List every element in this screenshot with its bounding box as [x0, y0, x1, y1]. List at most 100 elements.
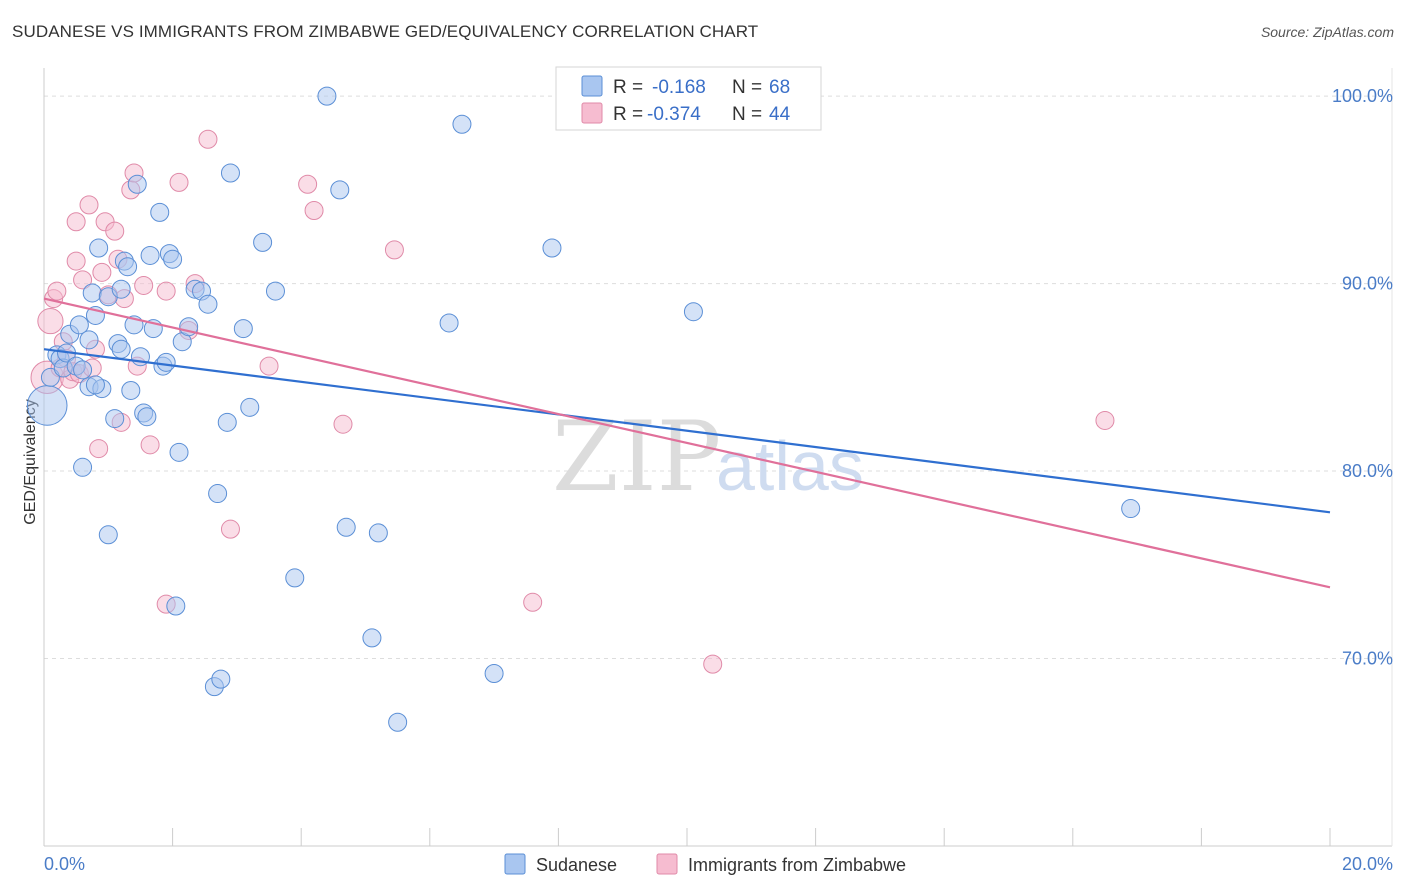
zimbabwe-point	[37, 307, 64, 335]
sudanese-point	[285, 568, 305, 588]
sudanese-point	[166, 596, 186, 616]
zimbabwe-point	[73, 270, 93, 290]
sudanese-point	[69, 315, 89, 335]
zimbabwe-point	[1095, 410, 1115, 430]
sudanese-point	[198, 294, 218, 314]
sudanese-point	[98, 525, 118, 545]
zimbabwe-point	[169, 172, 189, 192]
legend-n-value-1: 68	[769, 77, 790, 98]
legend-n-value-2: 44	[769, 104, 791, 125]
zimbabwe-point	[92, 262, 112, 282]
sudanese-point	[40, 367, 60, 387]
x-tick-label: 20.0%	[1342, 854, 1393, 874]
zimbabwe-point	[156, 281, 176, 301]
sudanese-point	[208, 484, 228, 504]
zimbabwe-point	[134, 275, 154, 295]
sudanese-point	[683, 302, 703, 322]
sudanese-point	[368, 523, 388, 543]
legend-box: R = -0.168 N = 68 R = -0.374 N = 44	[555, 66, 822, 131]
legend-r-label-2: R =	[613, 104, 643, 125]
zimbabwe-point	[89, 439, 109, 459]
legend-r-value-2: -0.374	[647, 104, 701, 125]
legend-n-label-1: N =	[732, 77, 762, 98]
bottom-legend: Sudanese Immigrants from Zimbabwe	[504, 853, 906, 875]
sudanese-point	[111, 279, 131, 299]
zimbabwe-point	[198, 129, 218, 149]
zimbabwe-point	[105, 221, 125, 241]
gridlines	[44, 95, 1392, 660]
zimbabwe-point	[79, 195, 99, 215]
legend-r-value-1: -0.168	[652, 77, 706, 98]
x-tick-label: 0.0%	[44, 854, 85, 874]
sudanese-point	[79, 330, 99, 350]
sudanese-point	[362, 628, 382, 648]
legend-swatch-sudanese	[581, 75, 603, 97]
sudanese-point	[73, 360, 93, 380]
zimbabwe-point	[66, 212, 86, 232]
zimbabwe-point	[304, 200, 324, 220]
sudanese-point	[265, 281, 285, 301]
legend-r-label-1: R =	[613, 77, 643, 98]
sudanese-point	[330, 180, 350, 200]
sudanese-point	[150, 202, 170, 222]
y-tick-label: 80.0%	[1342, 461, 1393, 481]
y-tick-label: 90.0%	[1342, 274, 1393, 294]
watermark: ZIP atlas	[552, 401, 864, 513]
zimbabwe-point	[259, 356, 279, 376]
sudanese-point	[211, 669, 231, 689]
sudanese-point	[105, 409, 125, 429]
sudanese-point	[26, 385, 68, 426]
zimbabwe-point	[703, 654, 723, 674]
zimbabwe-point	[523, 592, 543, 612]
zimbabwe-point	[333, 414, 353, 434]
sudanese-point	[220, 163, 240, 183]
sudanese-point	[542, 238, 562, 258]
bottom-legend-swatch-zimbabwe	[656, 853, 678, 875]
sudanese-point	[156, 352, 176, 372]
sudanese-point	[240, 397, 260, 417]
sudanese-point	[140, 245, 160, 265]
sudanese-trend-line	[43, 348, 1331, 514]
sudanese-point	[1121, 499, 1141, 519]
sudanese-point	[89, 238, 109, 258]
sudanese-point	[127, 174, 147, 194]
tick-labels: 70.0% 80.0% 90.0% 100.0% 0.0% 20.0%	[44, 86, 1393, 874]
sudanese-point	[388, 712, 408, 732]
sudanese-point	[163, 249, 183, 269]
chart-title: SUDANESE VS IMMIGRANTS FROM ZIMBABWE GED…	[12, 22, 759, 41]
zimbabwe-point	[384, 240, 404, 260]
y-tick-label: 100.0%	[1332, 86, 1393, 106]
sudanese-point	[253, 232, 273, 252]
sudanese-point	[137, 407, 157, 427]
sudanese-point	[452, 114, 472, 134]
sudanese-point	[82, 283, 102, 303]
y-axis-label: GED/Equivalency	[22, 399, 39, 524]
bottom-legend-swatch-sudanese	[504, 853, 526, 875]
axes	[43, 68, 1393, 847]
zimbabwe-point	[140, 435, 160, 455]
sudanese-point	[317, 86, 337, 106]
source-label: Source: ZipAtlas.com	[1260, 24, 1394, 40]
sudanese-point	[439, 313, 459, 333]
sudanese-point	[484, 664, 504, 684]
zimbabwe-point	[298, 174, 318, 194]
trend-lines	[43, 297, 1331, 589]
zimbabwe-trend-line	[43, 297, 1331, 589]
sudanese-point	[217, 412, 237, 432]
y-tick-label: 70.0%	[1342, 649, 1393, 669]
sudanese-point	[233, 319, 253, 339]
legend-swatch-zimbabwe	[581, 102, 603, 124]
zimbabwe-point	[220, 519, 240, 539]
sudanese-point	[336, 517, 356, 537]
sudanese-point	[111, 339, 131, 359]
zimbabwe-point	[66, 251, 86, 271]
bottom-legend-zimbabwe: Immigrants from Zimbabwe	[688, 855, 906, 875]
bottom-legend-sudanese: Sudanese	[536, 855, 617, 875]
sudanese-point	[85, 375, 105, 395]
sudanese-point	[73, 457, 93, 477]
legend-n-label-2: N =	[732, 104, 762, 125]
sudanese-point	[121, 380, 141, 400]
zimbabwe-point	[47, 281, 67, 301]
sudanese-point	[118, 257, 138, 277]
